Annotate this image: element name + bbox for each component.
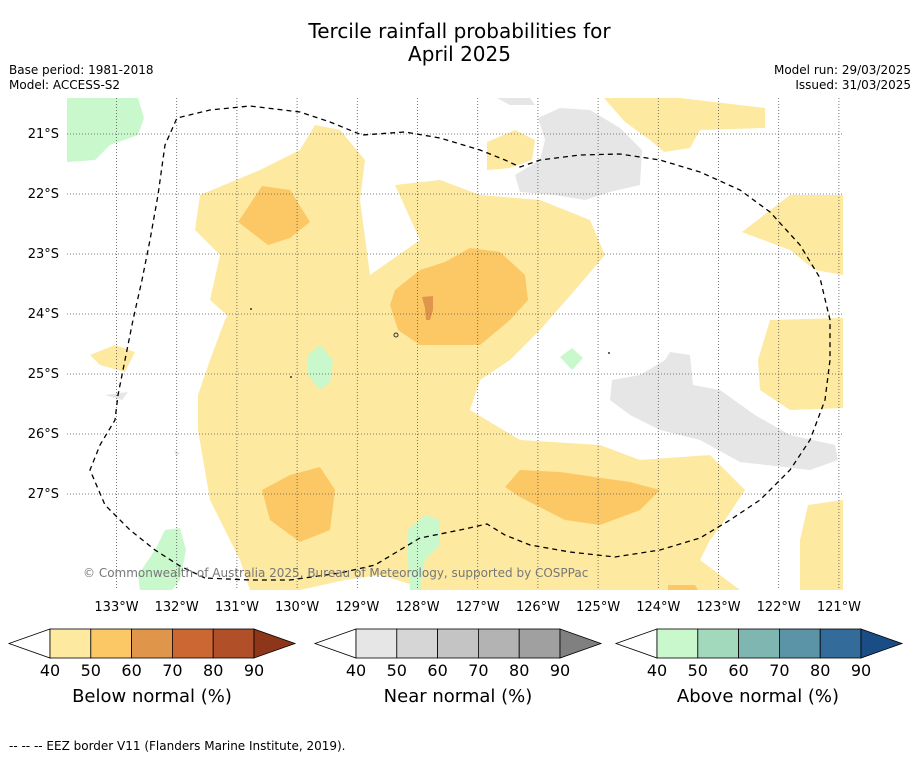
colorbar-low-extend [313, 628, 357, 659]
lon-label: 124°W [636, 600, 680, 615]
colorbar-segment [819, 628, 862, 659]
colorbar-tick: 70 [162, 661, 182, 680]
colorbar-tick: 60 [427, 661, 447, 680]
lon-label: 131°W [215, 600, 259, 615]
colorbar-segment [212, 628, 255, 659]
colorbar-label-above: Above normal (%) [676, 686, 840, 707]
colorbar-0: 40 50 60 70 80 90 [7, 628, 297, 680]
colorbar-tick: 70 [468, 661, 488, 680]
colorbar-segment [131, 628, 173, 659]
lat-label: 27°S [28, 487, 59, 502]
colorbar-tick: 70 [769, 661, 789, 680]
lat-label: 26°S [28, 427, 59, 442]
colorbar-tick: 40 [647, 661, 667, 680]
lat-label: 23°S [28, 247, 59, 262]
lat-label: 25°S [28, 367, 59, 382]
colorbar-tick: 90 [851, 661, 871, 680]
lon-label: 130°W [275, 600, 319, 615]
lon-label: 133°W [94, 600, 138, 615]
colorbar-tick: 50 [81, 661, 101, 680]
eez-footnote: -- -- -- EEZ border V11 (Flanders Marine… [9, 739, 346, 753]
colorbar-segment [738, 628, 780, 659]
colorbar-segment [437, 628, 479, 659]
map-area [67, 98, 843, 590]
colorbar-tick: 80 [509, 661, 529, 680]
run-info: Model run: 29/03/2025 Issued: 31/03/2025 [774, 63, 911, 93]
model-name: Model: ACCESS-S2 [9, 78, 121, 92]
eez-border [89, 105, 831, 581]
colorbar-tick: 90 [244, 661, 264, 680]
colorbar-segment [656, 628, 699, 659]
colorbar-low-extend [7, 628, 51, 659]
colorbar-tick: 60 [121, 661, 141, 680]
colorbar-segment [171, 628, 214, 659]
above-normal-40-50 [67, 98, 583, 590]
colorbar-segment [697, 628, 739, 659]
lon-label: 127°W [456, 600, 500, 615]
colorbar-label-near: Near normal (%) [383, 686, 533, 707]
title-line-1: Tercile rainfall probabilities for [308, 19, 611, 43]
colorbar-segment [477, 628, 520, 659]
colorbar-tick: 50 [387, 661, 407, 680]
lon-label: 132°W [155, 600, 199, 615]
base-period: Base period: 1981-2018 [9, 63, 154, 77]
lat-label: 21°S [28, 127, 59, 142]
colorbar-segment [49, 628, 92, 659]
colorbar-tick: 80 [203, 661, 223, 680]
colorbar-segment [90, 628, 133, 659]
lon-label: 121°W [817, 600, 861, 615]
latitude-labels: 21°S 22°S 23°S 24°S 25°S 26°S 27°S [28, 127, 59, 502]
colorbar-high-extend [559, 628, 603, 659]
colorbar-2: 40 50 60 70 80 90 [614, 628, 904, 680]
colorbar-high-extend [860, 628, 904, 659]
colorbar-1: 40 50 60 70 80 90 [313, 628, 603, 680]
lon-label: 122°W [757, 600, 801, 615]
copyright-text: © Commonwealth of Australia 2025, Bureau… [83, 566, 588, 580]
lat-label: 22°S [28, 187, 59, 202]
lon-label: 128°W [395, 600, 439, 615]
model-info: Base period: 1981-2018 Model: ACCESS-S2 [9, 63, 154, 93]
colorbar-tick: 40 [40, 661, 60, 680]
model-run: Model run: 29/03/2025 [773, 63, 911, 77]
lat-label: 24°S [28, 307, 59, 322]
below-normal-50-60 [238, 186, 698, 590]
colorbar-segment [518, 628, 561, 659]
title-line-2: April 2025 [408, 42, 511, 66]
lon-label: 129°W [335, 600, 379, 615]
lon-label: 125°W [576, 600, 620, 615]
lon-label: 126°W [516, 600, 560, 615]
colorbar-segment [779, 628, 821, 659]
colorbar-label-below: Below normal (%) [72, 686, 232, 707]
below-normal-40-50 [90, 98, 843, 590]
isolated-dots [250, 308, 610, 378]
colorbar-tick: 40 [346, 661, 366, 680]
map-title: Tercile rainfall probabilities for April… [0, 20, 919, 66]
colorbar-tick: 90 [550, 661, 570, 680]
colorbar-low-extend [614, 628, 658, 659]
issued-date: Issued: 31/03/2025 [795, 78, 911, 92]
colorbar-segment [355, 628, 398, 659]
colorbar-tick: 60 [728, 661, 748, 680]
colorbars: 40 50 60 70 80 90 40 50 60 70 80 90 40 50 60 70 80 90 [7, 628, 904, 680]
near-normal-40-50 [105, 98, 838, 470]
longitude-labels: 133°W 132°W 131°W 130°W 129°W 128°W 127°W 126°W… [94, 600, 861, 615]
colorbar-segment [396, 628, 438, 659]
colorbar-high-extend [253, 628, 297, 659]
lon-label: 123°W [696, 600, 740, 615]
colorbar-tick: 50 [688, 661, 708, 680]
colorbar-tick: 80 [810, 661, 830, 680]
gridlines [67, 98, 843, 590]
